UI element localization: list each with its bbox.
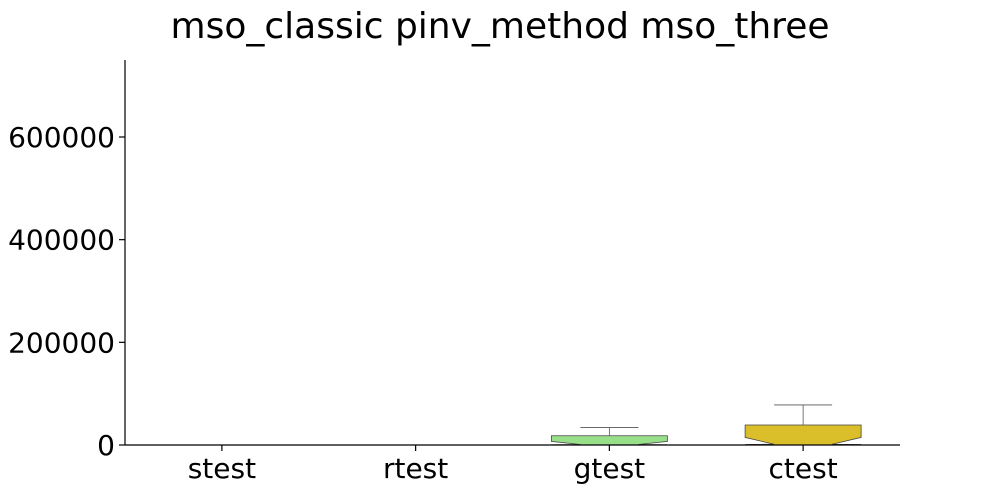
y-tick-label: 200000	[8, 326, 115, 359]
x-axis-ticks: stest rtest gtest ctest	[188, 445, 838, 485]
box-body-gtest	[550, 435, 668, 446]
y-tick-label: 600000	[8, 121, 115, 154]
x-tick-label-gtest: gtest	[574, 452, 646, 485]
box-ctest	[744, 404, 862, 445]
box-body-ctest	[744, 424, 862, 445]
chart-title: mso_classic pinv_method mso_three	[171, 6, 830, 47]
boxes-group	[163, 404, 862, 446]
box-gtest	[550, 427, 668, 446]
y-tick-label: 400000	[8, 224, 115, 257]
x-tick-label-stest: stest	[188, 452, 256, 485]
y-axis-ticks: 0 200000 400000 600000	[8, 121, 125, 462]
y-tick-label: 0	[97, 429, 115, 462]
x-tick-label-rtest: rtest	[383, 452, 448, 485]
x-tick-label-ctest: ctest	[769, 452, 838, 485]
